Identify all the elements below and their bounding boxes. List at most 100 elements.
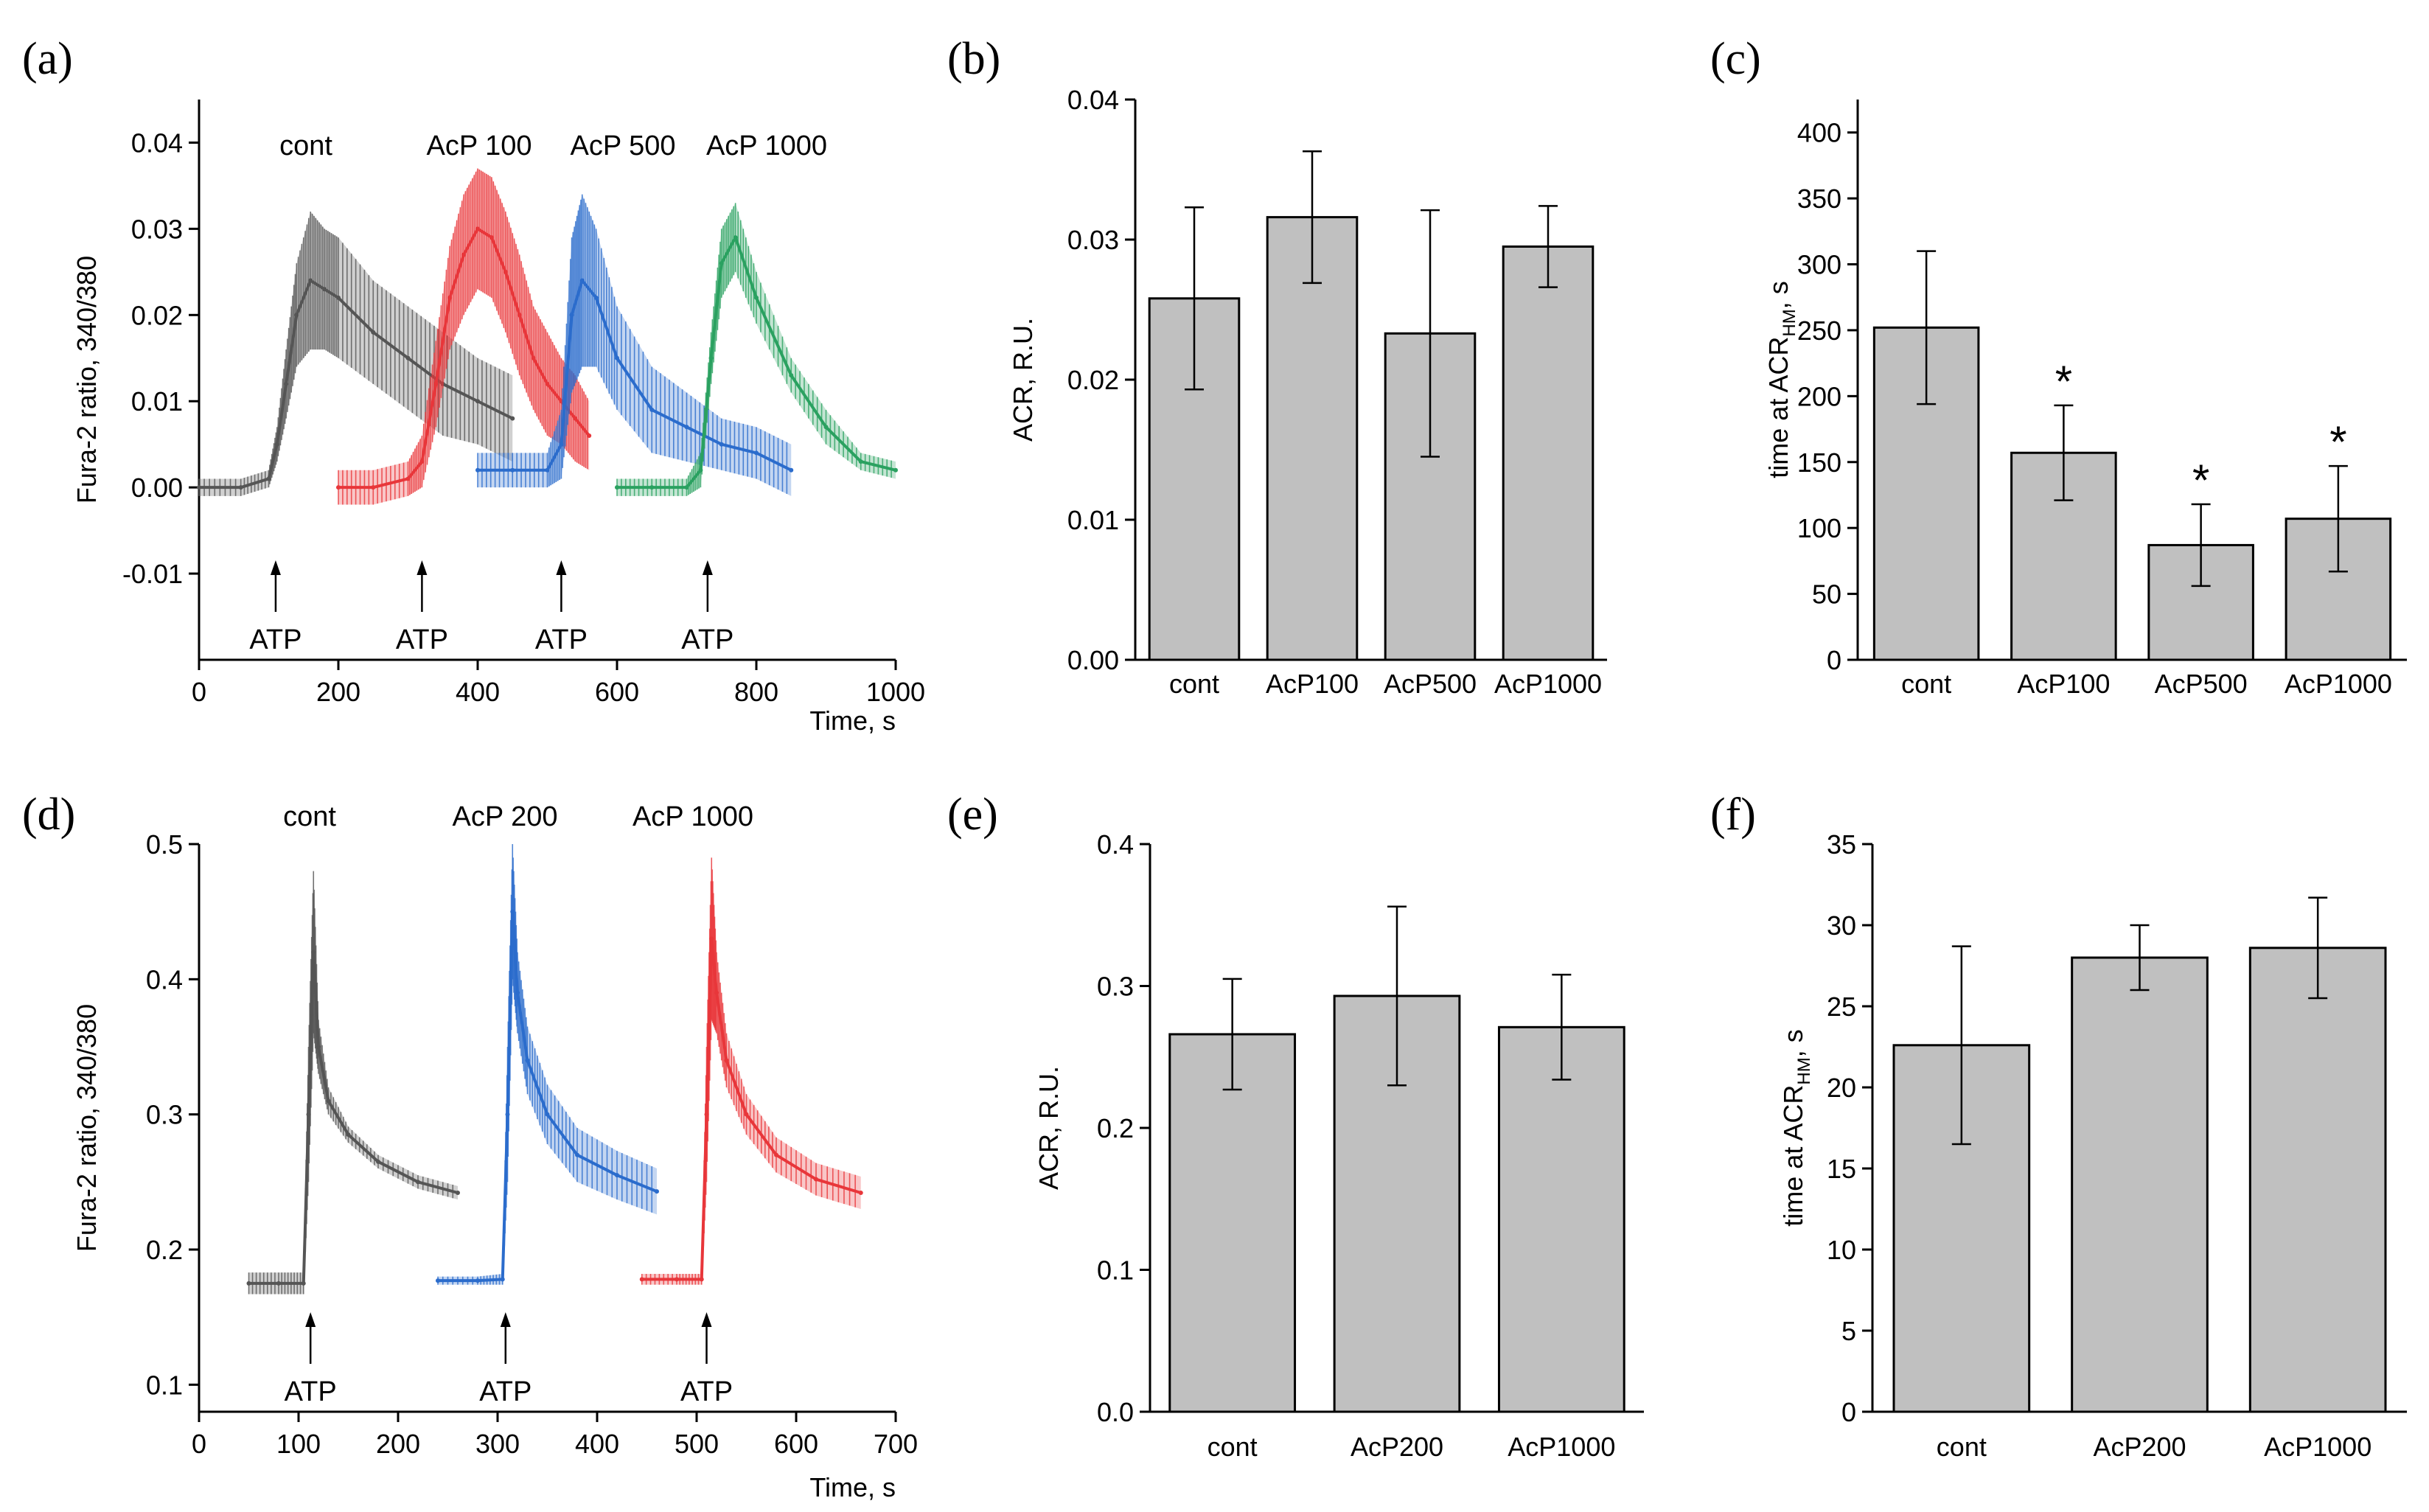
data-point xyxy=(505,1112,510,1117)
data-point xyxy=(639,1277,644,1282)
x-tick-label: 600 xyxy=(774,1429,818,1459)
data-point xyxy=(709,936,714,941)
panel-label: (e) xyxy=(947,790,998,840)
data-point xyxy=(684,425,689,430)
y-tick-label: 0.03 xyxy=(131,214,183,244)
y-tick-label: 0.0 xyxy=(1097,1397,1134,1427)
atp-arrow-head xyxy=(417,560,428,575)
significance-marker: * xyxy=(2329,417,2346,467)
data-point xyxy=(336,485,341,490)
category-label: AcP1000 xyxy=(2285,669,2392,699)
y-tick-label: 0.3 xyxy=(146,1100,183,1130)
y-tick-label: 5 xyxy=(1841,1316,1856,1346)
error-band xyxy=(438,844,657,1285)
bar xyxy=(1168,1033,1297,1413)
y-tick-label: 0.01 xyxy=(131,386,183,417)
data-point xyxy=(405,355,411,360)
data-point xyxy=(294,313,299,318)
data-point xyxy=(306,1112,311,1117)
x-tick-label: 300 xyxy=(475,1429,520,1459)
data-point xyxy=(197,485,201,490)
data-point xyxy=(545,381,550,386)
chart-panel-1: (b) 0.00 0.01 0.02 0.03 0.04 ACR, R.U. cont AcP1… xyxy=(947,34,1607,699)
data-point xyxy=(615,485,619,490)
y-tick-label: 15 xyxy=(1827,1154,1856,1184)
y-tick-label: 0.2 xyxy=(1097,1113,1134,1143)
data-point xyxy=(510,467,515,473)
bar xyxy=(1502,245,1595,661)
data-point xyxy=(346,1132,351,1138)
y-tick-label: 200 xyxy=(1797,381,1841,411)
data-point xyxy=(436,1278,440,1283)
y-tick-label: 150 xyxy=(1797,447,1841,478)
data-point xyxy=(733,235,738,240)
data-point xyxy=(545,467,550,473)
data-point xyxy=(510,416,515,421)
y-tick-label: 300 xyxy=(1797,250,1841,280)
atp-label: ATP xyxy=(681,624,733,655)
x-axis-label: Time, s xyxy=(809,706,896,736)
y-tick-label: 0.04 xyxy=(1067,85,1119,115)
data-point xyxy=(699,1277,704,1282)
category-label: AcP500 xyxy=(1384,669,1477,699)
data-point xyxy=(893,467,898,473)
data-point xyxy=(416,1180,420,1185)
data-point xyxy=(655,1189,659,1194)
category-label: cont xyxy=(1901,669,1951,699)
y-axis-label-main: time at ACR xyxy=(1763,337,1794,478)
series-annotation: cont xyxy=(283,801,336,832)
data-point xyxy=(316,1045,321,1049)
atp-label: ATP xyxy=(479,1376,532,1407)
data-point xyxy=(489,235,494,240)
series-1 xyxy=(336,168,592,505)
series-3 xyxy=(615,203,898,496)
data-point xyxy=(531,355,536,360)
series-line xyxy=(338,227,590,490)
series-2 xyxy=(475,194,794,496)
data-point xyxy=(575,1152,579,1157)
category-label: AcP1000 xyxy=(2264,1432,2372,1462)
series-annotation: AcP 1000 xyxy=(632,801,753,832)
y-axis-label: time at ACRHM, s xyxy=(1763,281,1799,478)
x-tick-label: 200 xyxy=(376,1429,420,1459)
panel-label: (f) xyxy=(1710,790,1756,840)
y-axis-label-subscript: HM xyxy=(1794,1057,1814,1084)
data-point xyxy=(475,467,480,473)
y-axis-label: ACR, R.U. xyxy=(1034,1066,1064,1190)
data-point xyxy=(579,278,585,283)
data-point xyxy=(858,459,863,464)
panel-label: (a) xyxy=(22,34,73,84)
atp-arrow-head xyxy=(702,560,713,575)
data-point xyxy=(419,459,425,464)
data-point xyxy=(724,1058,729,1063)
series-annotation: AcP 1000 xyxy=(706,130,827,161)
y-tick-label: 100 xyxy=(1797,513,1841,543)
atp-arrow-head xyxy=(556,560,567,575)
chart-panel-0: (a) -0.01 0.00 0.01 0.02 0.03 0.04 0 200 400 600 80… xyxy=(22,34,925,736)
bar xyxy=(1266,216,1359,661)
y-tick-label: -0.01 xyxy=(122,559,183,589)
data-point xyxy=(447,295,453,300)
data-point xyxy=(559,442,564,447)
series-0 xyxy=(246,871,460,1295)
data-point xyxy=(461,252,467,257)
data-point xyxy=(823,425,829,430)
bar xyxy=(2071,956,2209,1413)
y-tick-label: 0.01 xyxy=(1067,505,1119,535)
y-tick-label: 0.00 xyxy=(1067,645,1119,675)
series-annotation: AcP 500 xyxy=(571,130,676,161)
data-point xyxy=(649,407,655,412)
category-label: cont xyxy=(1169,669,1219,699)
data-point xyxy=(311,950,316,955)
y-tick-label: 0.00 xyxy=(131,473,183,503)
data-point xyxy=(336,295,341,300)
x-tick-label: 0 xyxy=(192,1429,206,1459)
data-point xyxy=(858,1191,863,1195)
data-point xyxy=(376,1159,380,1164)
chart-panel-5: (f) 0 5 10 15 20 25 30 35 time at ACRHM, s cont AcP… xyxy=(1710,790,2407,1462)
bar xyxy=(2248,947,2387,1413)
data-point xyxy=(525,1058,530,1063)
y-tick-label: 0.04 xyxy=(131,128,183,158)
x-tick-label: 200 xyxy=(316,677,360,707)
category-label: cont xyxy=(1207,1432,1258,1462)
